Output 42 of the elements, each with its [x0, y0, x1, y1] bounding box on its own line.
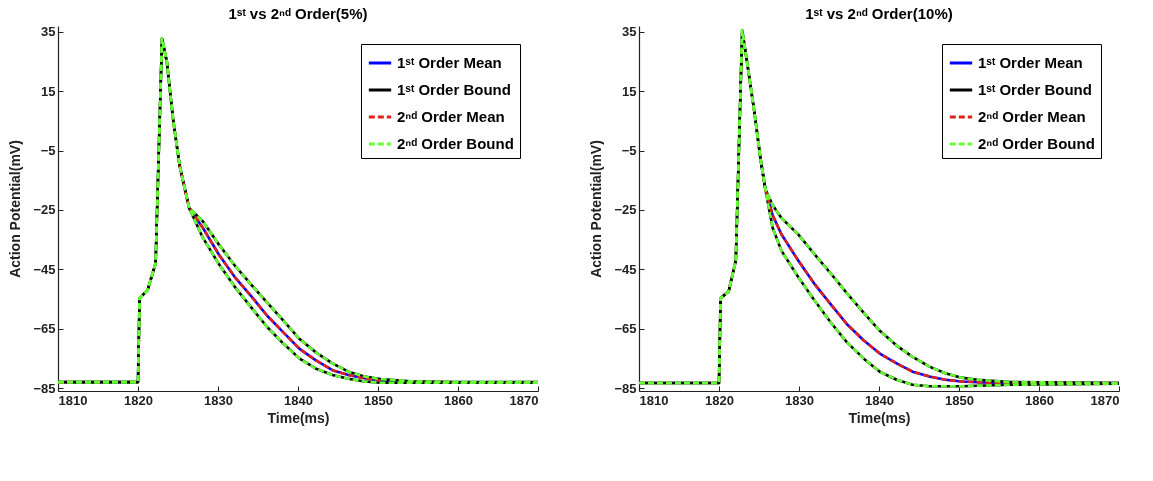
x-tick-label: 1860	[444, 392, 473, 408]
x-tick-label: 1830	[785, 392, 814, 408]
legend-label: 2ⁿᵈ Order Bound	[397, 135, 514, 152]
y-tick-label: 35	[622, 24, 637, 40]
y-tick-label: −65	[33, 321, 56, 337]
y-tick-label: 15	[622, 83, 637, 99]
x-axis-title: Time(ms)	[848, 409, 911, 426]
x-tick-label: 1820	[705, 392, 734, 408]
legend-label: 1ˢᵗ Order Mean	[978, 54, 1083, 71]
x-tick-label: 1870	[509, 392, 539, 408]
y-tick-label: −45	[33, 261, 56, 277]
x-tick-label: 1810	[58, 392, 88, 408]
y-tick-label: −65	[614, 321, 637, 337]
y-tick-label: −5	[621, 143, 637, 159]
x-tick-label: 1850	[945, 392, 974, 408]
legend-label: 1ˢᵗ Order Bound	[978, 81, 1092, 98]
x-axis-title: Time(ms)	[267, 409, 330, 426]
legend-label: 1ˢᵗ Order Mean	[397, 54, 502, 71]
y-tick-label: 35	[41, 24, 56, 40]
y-tick-label: −25	[33, 202, 56, 218]
x-tick-label: 1830	[204, 392, 233, 408]
y-tick-label: −85	[614, 380, 637, 396]
y-axis-title: Action Potential(mV)	[7, 140, 24, 278]
legend-label: 2ⁿᵈ Order Mean	[978, 108, 1086, 125]
x-tick-label: 1840	[284, 392, 313, 408]
y-tick-label: −85	[33, 380, 56, 396]
legend-label: 2ⁿᵈ Order Mean	[397, 108, 505, 125]
x-tick-label: 1820	[124, 392, 153, 408]
x-tick-label: 1840	[865, 392, 894, 408]
x-tick-label: 1850	[364, 392, 393, 408]
y-tick-label: −5	[40, 143, 56, 159]
chart-title: 1ˢᵗ vs 2ⁿᵈ Order(5%)	[228, 4, 368, 22]
y-axis-title: Action Potential(mV)	[588, 140, 605, 278]
legend-label: 2ⁿᵈ Order Bound	[978, 135, 1095, 152]
x-tick-label: 1860	[1025, 392, 1054, 408]
y-tick-label: −25	[614, 202, 637, 218]
y-tick-label: −45	[614, 261, 637, 277]
chart-title: 1ˢᵗ vs 2ⁿᵈ Order(10%)	[805, 4, 953, 22]
legend-label: 1ˢᵗ Order Bound	[397, 81, 511, 98]
x-tick-label: 1810	[639, 392, 669, 408]
y-tick-label: 15	[41, 83, 56, 99]
x-tick-label: 1870	[1090, 392, 1120, 408]
